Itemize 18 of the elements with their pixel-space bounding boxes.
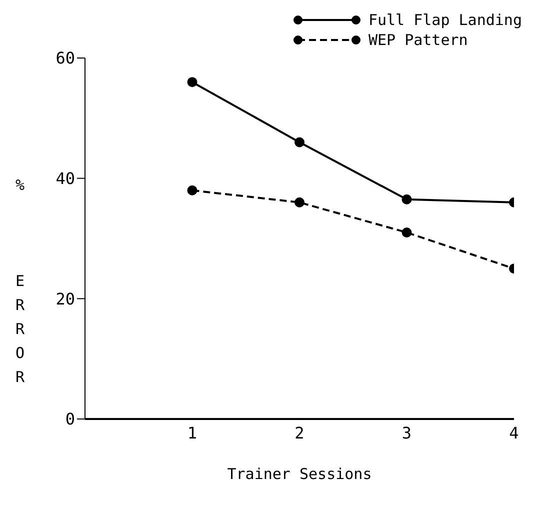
point <box>187 77 198 88</box>
y-axis-title: % ERROR <box>11 176 29 392</box>
y-tick-label: 20 <box>56 289 75 308</box>
x-tick-label: 2 <box>294 423 304 442</box>
point <box>402 227 412 238</box>
point <box>402 194 412 204</box>
legend-label: Full Flap Landing <box>368 11 522 29</box>
y-tick-label: 60 <box>56 48 75 68</box>
x-tick-label: 3 <box>402 423 412 442</box>
x-tick-label: 1 <box>187 423 198 442</box>
point <box>294 197 304 208</box>
x-tick-label: 4 <box>509 423 519 442</box>
y-tick-label: 0 <box>65 410 75 429</box>
legend-label: WEP Pattern <box>368 31 468 49</box>
point <box>294 137 304 148</box>
x-axis-title: Trainer Sessions <box>227 465 372 483</box>
y-tick-label: 40 <box>56 169 75 188</box>
point <box>187 185 198 196</box>
